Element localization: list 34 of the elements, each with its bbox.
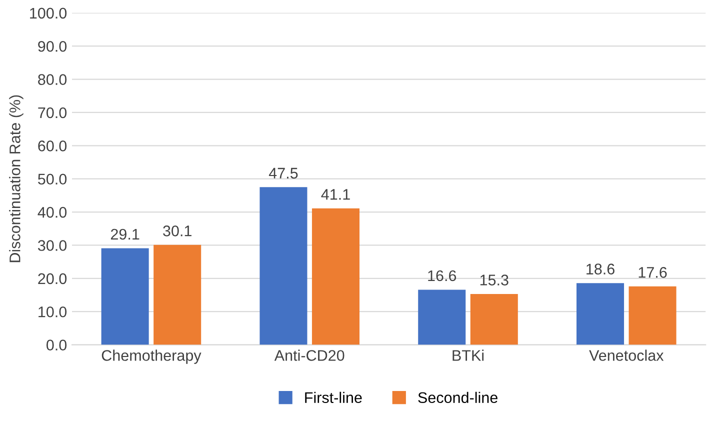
y-tick-label: 60.0 <box>38 140 67 152</box>
bar <box>576 283 624 345</box>
data-label: 30.1 <box>163 226 192 236</box>
y-tick-label: 70.0 <box>38 107 67 118</box>
y-tick-label: 20.0 <box>38 273 67 284</box>
x-tick-label: Anti-CD20 <box>274 350 344 361</box>
y-tick-label: 50.0 <box>38 174 67 185</box>
bar <box>312 208 360 345</box>
data-label: 16.6 <box>428 270 456 282</box>
y-tick-label: 100.0 <box>30 8 67 19</box>
y-tick-label: 40.0 <box>38 206 67 218</box>
bar <box>154 244 202 345</box>
legend-label: First-line <box>305 392 362 404</box>
y-axis-title: Discontinuation Rate (%) <box>9 95 24 262</box>
bar <box>470 294 518 345</box>
bar <box>418 290 466 345</box>
data-label: 41.1 <box>321 189 350 200</box>
data-label: 29.1 <box>110 228 140 240</box>
y-tick-label: 90.0 <box>38 40 67 52</box>
y-tick-label: 30.0 <box>38 240 67 251</box>
bar <box>260 187 308 345</box>
data-label: 15.3 <box>480 274 508 286</box>
x-tick-label: Chemotherapy <box>102 350 202 364</box>
data-label: 47.5 <box>268 168 298 179</box>
y-tick-label: 80.0 <box>38 74 67 85</box>
data-label: 17.6 <box>638 266 667 278</box>
bar <box>628 286 676 345</box>
legend-label: Second-line <box>418 392 498 404</box>
data-label: 18.6 <box>586 264 614 274</box>
bar <box>101 248 149 345</box>
y-tick-label: 0.0 <box>46 340 67 350</box>
x-tick-label: Venetoclax <box>589 350 664 361</box>
x-tick-label: BTKi <box>452 350 484 361</box>
y-tick-label: 10.0 <box>38 306 67 318</box>
